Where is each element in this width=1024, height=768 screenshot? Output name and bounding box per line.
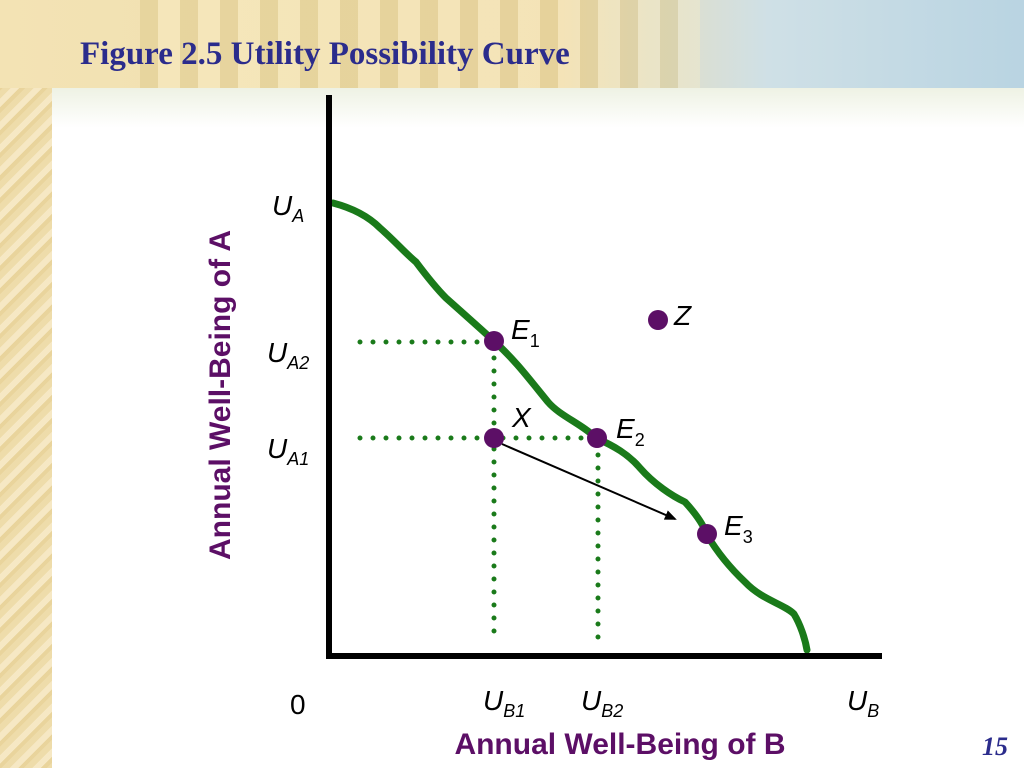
background-texture-left xyxy=(0,0,52,768)
label-ub-sub: B xyxy=(867,701,879,721)
point-e3 xyxy=(697,524,717,544)
label-origin: 0 xyxy=(290,689,306,720)
utility-possibility-curve xyxy=(329,199,811,654)
label-ua: UA xyxy=(272,190,304,226)
label-z: Z xyxy=(673,300,692,331)
label-ub2-main: U xyxy=(581,685,602,716)
movement-arrow xyxy=(501,443,677,520)
label-ub1-sub: B1 xyxy=(503,701,525,721)
point-e1 xyxy=(484,331,504,351)
point-x xyxy=(484,428,504,448)
label-e3: E3 xyxy=(724,510,753,547)
label-ua1-sub: A1 xyxy=(286,449,309,469)
label-ua-main: U xyxy=(272,190,293,221)
label-e2-sub: 2 xyxy=(635,430,645,450)
label-ub-main: U xyxy=(847,685,868,716)
label-ua2: UA2 xyxy=(267,337,309,373)
label-ub: UB xyxy=(847,685,879,721)
label-x: X xyxy=(511,402,532,433)
label-ua-sub: A xyxy=(291,206,304,226)
label-ua1-main: U xyxy=(267,433,288,464)
label-ub1: UB1 xyxy=(483,685,525,721)
page-number: 15 xyxy=(982,732,1008,761)
x-axis-title: Annual Well-Being of B xyxy=(454,728,785,761)
label-ua1: UA1 xyxy=(267,433,309,469)
background-header-band xyxy=(0,0,1024,88)
label-e1: E1 xyxy=(511,314,540,351)
background-header-texture xyxy=(140,0,700,88)
label-ua2-main: U xyxy=(267,337,288,368)
label-e3-sub: 3 xyxy=(743,527,753,547)
slide-title: Figure 2.5 Utility Possibility Curve xyxy=(80,36,570,72)
point-z xyxy=(648,310,668,330)
point-e2 xyxy=(587,428,607,448)
label-e1-sub: 1 xyxy=(530,331,540,351)
label-e2: E2 xyxy=(616,413,645,450)
label-e3-main: E xyxy=(724,510,743,541)
y-axis-title: Annual Well-Being of A xyxy=(204,230,237,560)
label-ua2-sub: A2 xyxy=(286,353,309,373)
label-ub2: UB2 xyxy=(581,685,623,721)
label-e2-main: E xyxy=(616,413,635,444)
label-ub1-main: U xyxy=(483,685,504,716)
label-ub2-sub: B2 xyxy=(601,701,623,721)
label-e1-main: E xyxy=(511,314,530,345)
